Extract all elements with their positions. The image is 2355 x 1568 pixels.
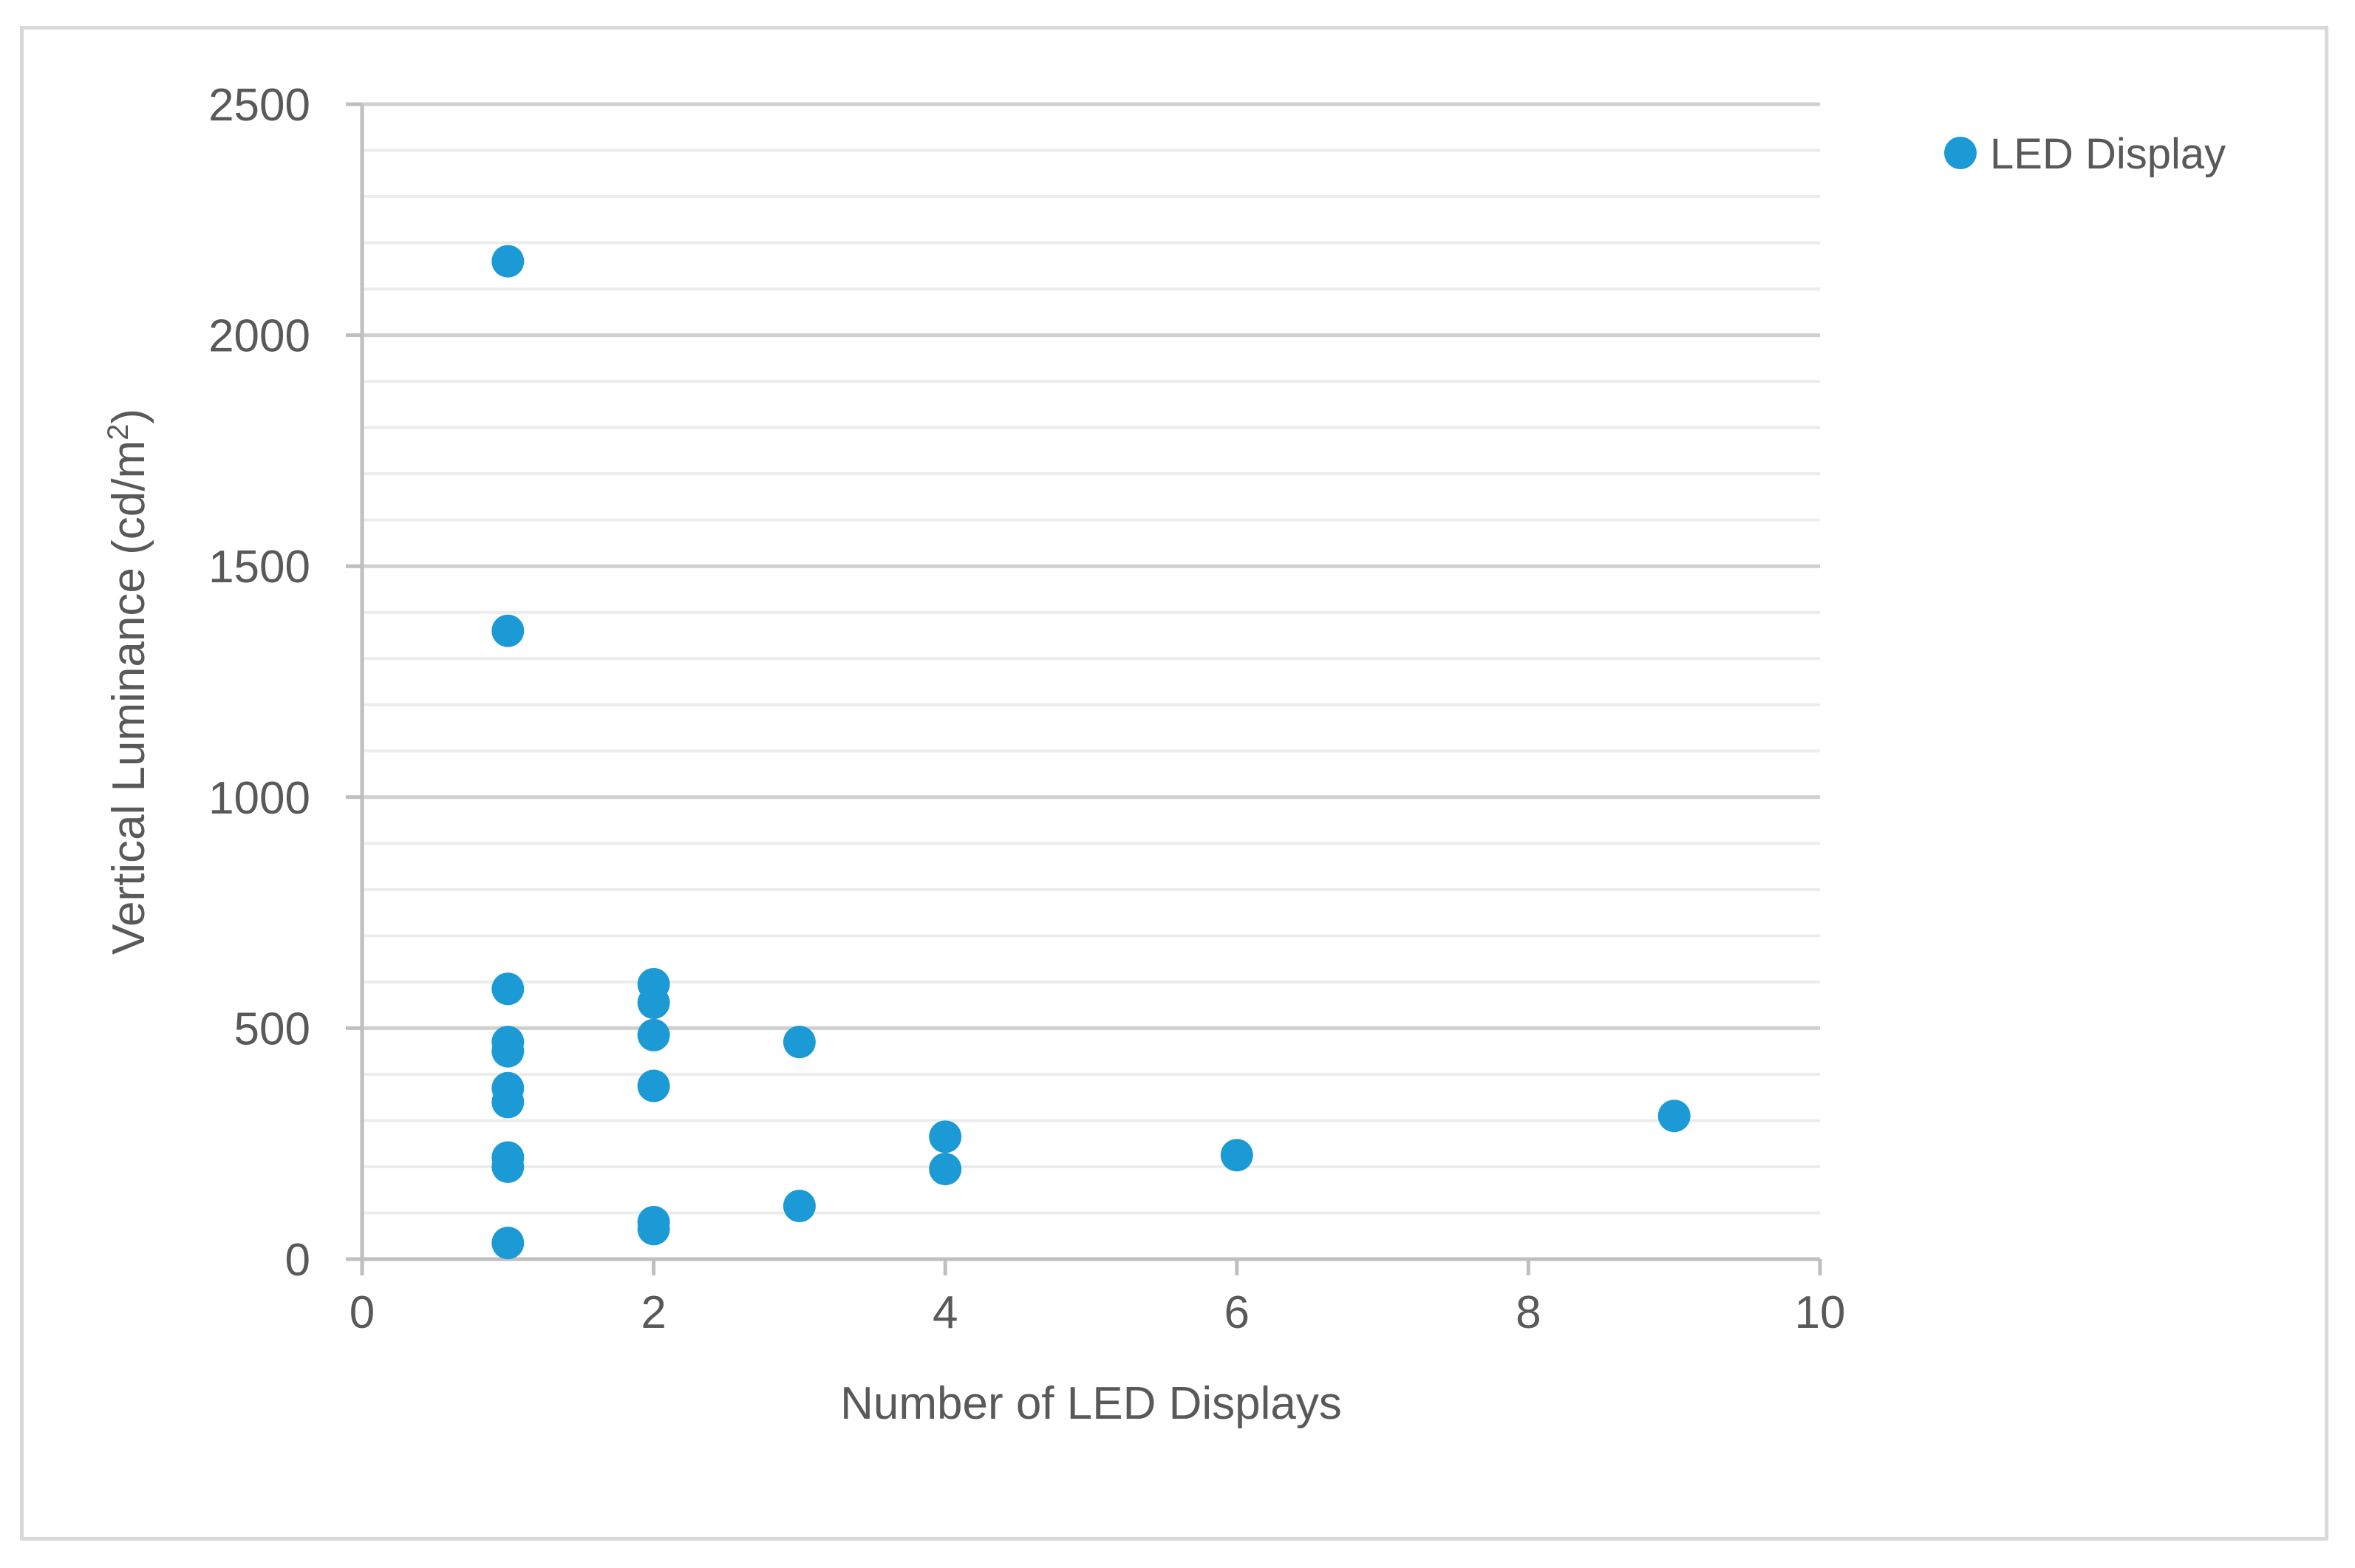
x-tick-label: 10 (1795, 1287, 1846, 1338)
legend-marker (1944, 137, 1977, 169)
x-tick-label: 2 (641, 1287, 666, 1338)
y-tick-label: 0 (285, 1235, 310, 1286)
y-tick-label: 1000 (208, 773, 310, 824)
data-point (929, 1120, 962, 1153)
data-point (491, 972, 525, 1006)
data-point (637, 1018, 670, 1051)
x-axis-title: Number of LED Displays (840, 1378, 1342, 1429)
y-axis-title-text: Vertical Luminance (cd/m (103, 440, 154, 955)
gridlines (362, 102, 1820, 1215)
data-point (491, 245, 525, 278)
y-tick-label: 1500 (208, 542, 310, 593)
tick-labels: 0 500 1000 1500 2000 2500 0 2 4 6 8 10 (208, 80, 1845, 1338)
x-tick-label: 4 (933, 1287, 958, 1338)
chart-frame (20, 26, 2328, 1541)
data-point (491, 1034, 525, 1068)
y-tick-label: 2000 (208, 311, 310, 362)
y-axis-title-superscript: 2 (102, 424, 134, 440)
y-axis-title-suffix: ) (103, 409, 154, 424)
data-point (637, 1069, 670, 1102)
data-point (1657, 1100, 1691, 1133)
legend-label: LED Display (1990, 130, 2226, 178)
data-point (783, 1190, 816, 1223)
data-points (491, 245, 1691, 1260)
x-tick-label: 8 (1516, 1287, 1541, 1338)
data-point (491, 1085, 525, 1119)
axes (346, 102, 1822, 1275)
data-point (491, 1150, 525, 1183)
x-tick-label: 6 (1224, 1287, 1250, 1338)
data-point (929, 1153, 962, 1186)
x-tick-label: 0 (350, 1287, 375, 1338)
legend: LED Display (1944, 130, 2226, 178)
y-tick-label: 2500 (208, 80, 310, 131)
data-point (783, 1026, 816, 1059)
y-axis-title: Vertical Luminance (cd/m2) (102, 409, 154, 955)
data-point (637, 986, 670, 1020)
data-point (491, 614, 525, 647)
data-point (1220, 1139, 1253, 1172)
data-point (637, 1213, 670, 1246)
y-tick-label: 500 (234, 1003, 310, 1054)
data-point (491, 1227, 525, 1260)
